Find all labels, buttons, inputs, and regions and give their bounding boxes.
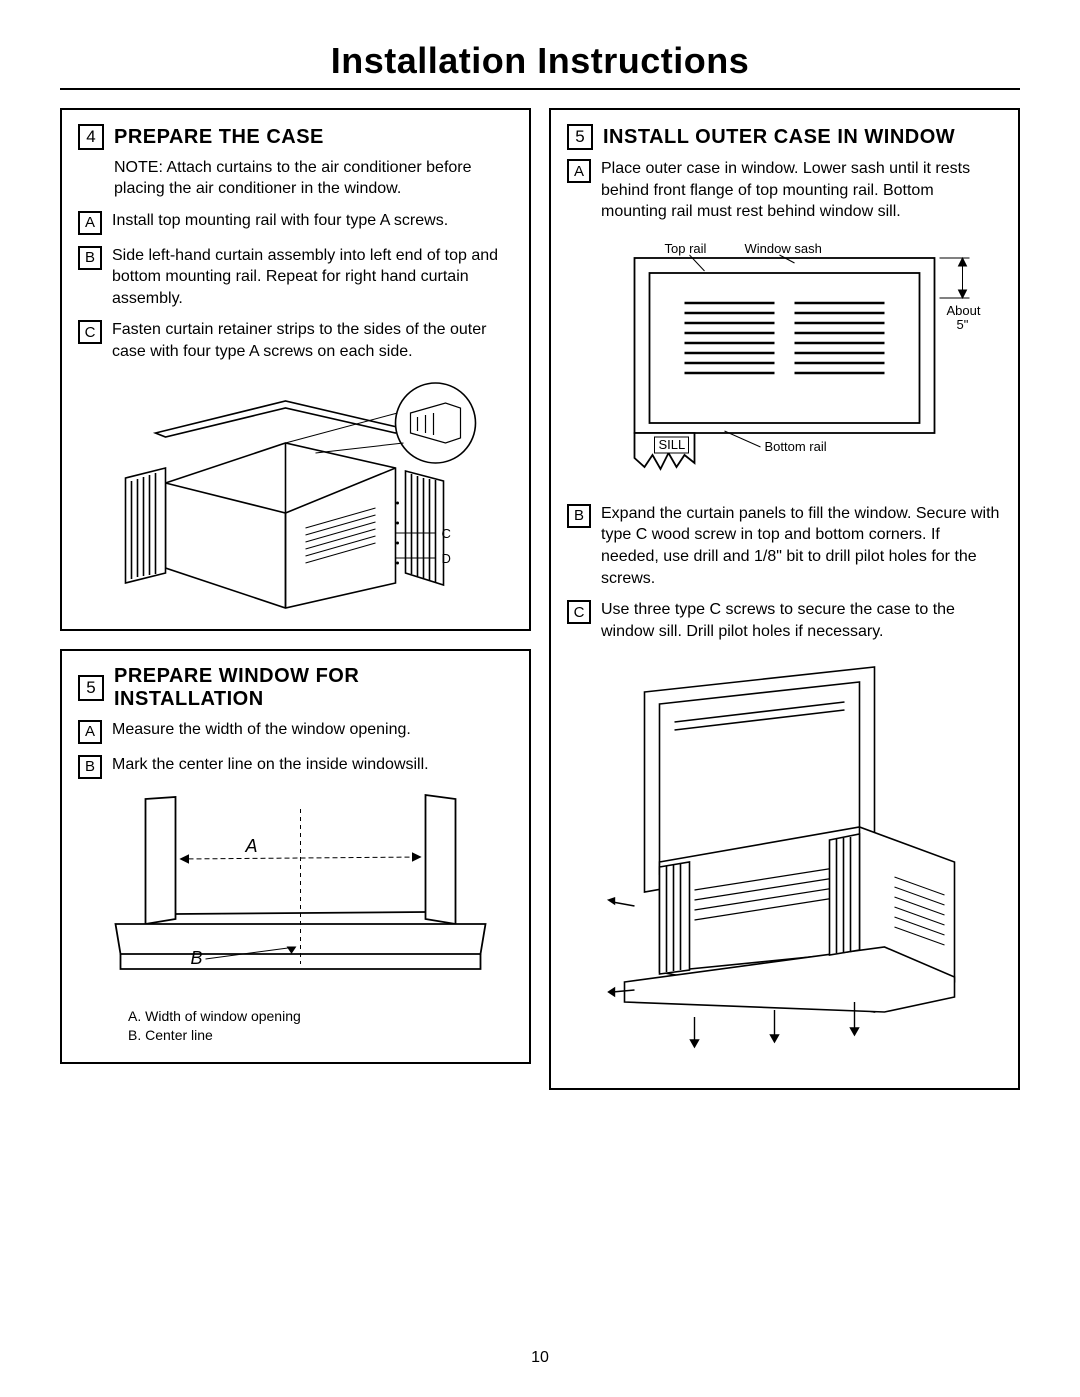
svg-text:About: About xyxy=(947,303,981,318)
diagram-caption-a: A. Width of window opening xyxy=(128,1007,513,1027)
page-title: Installation Instructions xyxy=(60,40,1020,82)
step-row: A Install top mounting rail with four ty… xyxy=(78,210,513,235)
columns: 4 PREPARE THE CASE NOTE: Attach curtains… xyxy=(60,108,1020,1090)
case-assembly-svg: C D xyxy=(78,373,513,613)
svg-text:A: A xyxy=(245,836,258,856)
step-letter-box: C xyxy=(78,320,102,344)
svg-text:Top rail: Top rail xyxy=(665,241,707,256)
section-header: 5 PREPARE WINDOW FOR INSTALLATION xyxy=(78,665,513,711)
page-number: 10 xyxy=(0,1349,1080,1367)
step-text: Use three type C screws to secure the ca… xyxy=(601,599,1002,642)
step-number-box: 4 xyxy=(78,124,104,150)
step-text: Expand the curtain panels to fill the wi… xyxy=(601,503,1002,589)
section-header: 5 INSTALL OUTER CASE IN WINDOW xyxy=(567,124,1002,150)
section-header: 4 PREPARE THE CASE xyxy=(78,124,513,150)
section-title: INSTALL OUTER CASE IN WINDOW xyxy=(603,126,955,149)
svg-text:C: C xyxy=(442,526,451,541)
title-rule xyxy=(60,88,1020,90)
step-row: C Use three type C screws to secure the … xyxy=(567,599,1002,642)
step-number-box: 5 xyxy=(78,675,104,701)
step-number-box: 5 xyxy=(567,124,593,150)
diagram-case-installed-iso xyxy=(567,652,1002,1072)
step-text: Mark the center line on the inside windo… xyxy=(112,754,513,779)
step-text: Side left-hand curtain assembly into lef… xyxy=(112,245,513,310)
window-measure-svg: A B xyxy=(78,789,513,999)
diagram-case-assembly: C D xyxy=(78,373,513,613)
step-row: A Measure the width of the window openin… xyxy=(78,719,513,744)
svg-text:5": 5" xyxy=(957,317,969,332)
section-title: PREPARE THE CASE xyxy=(114,126,324,149)
left-column: 4 PREPARE THE CASE NOTE: Attach curtains… xyxy=(60,108,531,1090)
step-text: Measure the width of the window opening. xyxy=(112,719,513,744)
step-row: B Mark the center line on the inside win… xyxy=(78,754,513,779)
step-text: Place outer case in window. Lower sash u… xyxy=(601,158,1002,223)
step-letter-box: A xyxy=(567,159,591,183)
section-install-outer-case: 5 INSTALL OUTER CASE IN WINDOW A Place o… xyxy=(549,108,1020,1090)
diagram-caption-b: B. Center line xyxy=(128,1026,513,1046)
step-row: A Place outer case in window. Lower sash… xyxy=(567,158,1002,223)
svg-text:Bottom rail: Bottom rail xyxy=(765,439,827,454)
svg-text:Window sash: Window sash xyxy=(745,241,822,256)
section-title: PREPARE WINDOW FOR INSTALLATION xyxy=(114,665,513,711)
case-elevation-svg: Top rail Window sash About 5" xyxy=(567,233,1002,483)
step-text: Install top mounting rail with four type… xyxy=(112,210,513,235)
note-text: NOTE: Attach curtains to the air conditi… xyxy=(114,158,513,200)
step-letter-box: B xyxy=(78,755,102,779)
step-letter-box: C xyxy=(567,600,591,624)
step-letter-box: A xyxy=(78,720,102,744)
step-letter-box: B xyxy=(567,504,591,528)
svg-text:SILL: SILL xyxy=(659,437,686,452)
section-prepare-case: 4 PREPARE THE CASE NOTE: Attach curtains… xyxy=(60,108,531,631)
section-prepare-window: 5 PREPARE WINDOW FOR INSTALLATION A Meas… xyxy=(60,649,531,1064)
step-row: B Expand the curtain panels to fill the … xyxy=(567,503,1002,589)
diagram-window-measure: A B xyxy=(78,789,513,999)
step-text: Fasten curtain retainer strips to the si… xyxy=(112,319,513,362)
svg-text:D: D xyxy=(442,551,451,566)
step-letter-box: B xyxy=(78,246,102,270)
step-letter-box: A xyxy=(78,211,102,235)
svg-text:B: B xyxy=(191,948,203,968)
diagram-case-in-window-elevation: Top rail Window sash About 5" xyxy=(567,233,1002,483)
case-installed-svg xyxy=(567,652,1002,1072)
step-row: C Fasten curtain retainer strips to the … xyxy=(78,319,513,362)
step-row: B Side left-hand curtain assembly into l… xyxy=(78,245,513,310)
right-column: 5 INSTALL OUTER CASE IN WINDOW A Place o… xyxy=(549,108,1020,1090)
